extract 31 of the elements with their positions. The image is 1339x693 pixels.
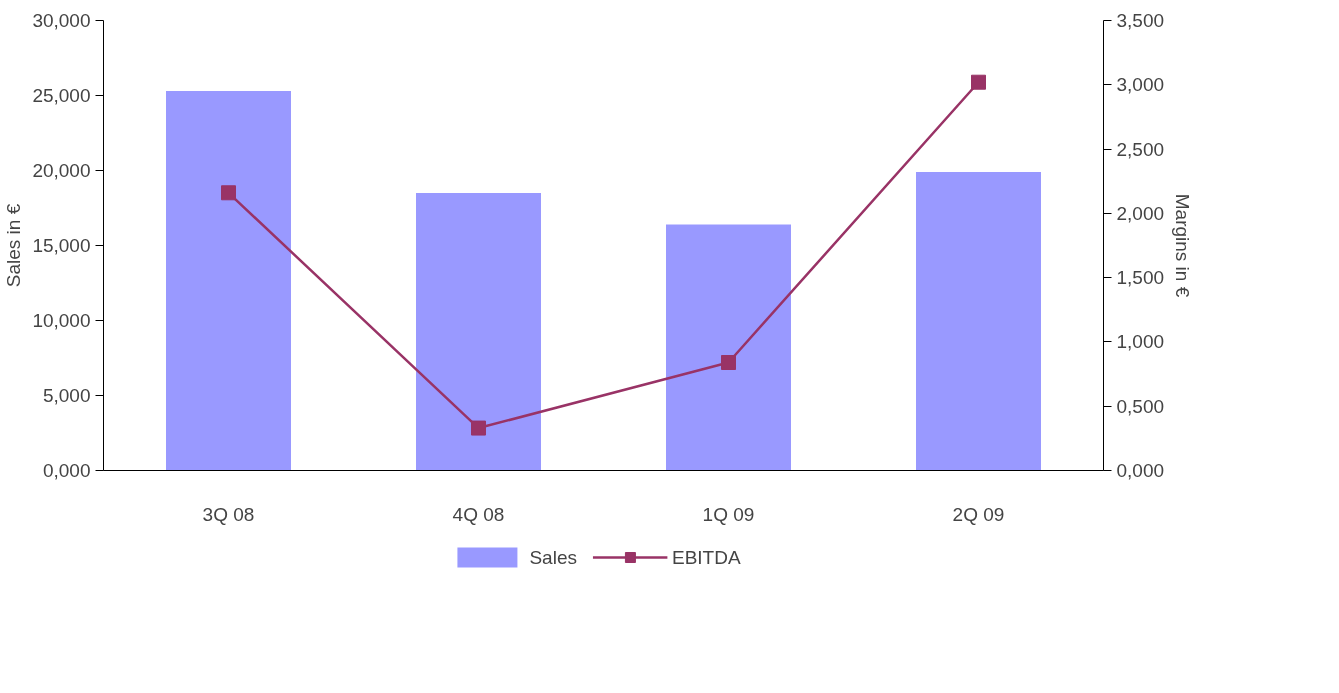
bar bbox=[666, 224, 791, 471]
point bbox=[971, 74, 986, 90]
y-tick-label: 20,000 bbox=[32, 160, 91, 181]
legend-label: EBITDA bbox=[671, 546, 741, 568]
y2-tick-label: 0,500 bbox=[1116, 395, 1165, 417]
y2-tick-label: 3,500 bbox=[1116, 10, 1165, 31]
y-axis-title: Sales in € bbox=[3, 203, 25, 288]
x-tick-label: 3Q 08 bbox=[202, 503, 255, 525]
y2-tick-label: 3,000 bbox=[1116, 74, 1165, 96]
legend-label: Sales bbox=[529, 546, 577, 568]
bar bbox=[916, 172, 1041, 471]
y-tick-label: 25,000 bbox=[32, 85, 91, 106]
y2-axis-title: Margins in € bbox=[1172, 193, 1194, 298]
x-tick-label: 2Q 09 bbox=[952, 503, 1005, 525]
point bbox=[221, 185, 236, 201]
y2-tick-label: 1,500 bbox=[1116, 267, 1165, 289]
y-tick-label: 0,000 bbox=[42, 460, 91, 481]
y-tick-label: 10,000 bbox=[32, 310, 91, 331]
bar bbox=[166, 91, 291, 471]
y-tick-label: 30,000 bbox=[32, 10, 91, 31]
y2-tick-label: 2,000 bbox=[1116, 202, 1165, 224]
point bbox=[721, 355, 736, 370]
y2-tick-label: 2,500 bbox=[1116, 138, 1165, 160]
point bbox=[471, 420, 486, 436]
y2-tick-label: 0,000 bbox=[1116, 460, 1165, 481]
y-tick-label: 5,000 bbox=[42, 385, 91, 406]
x-tick-label: 1Q 09 bbox=[702, 503, 755, 525]
y2-tick-label: 1,000 bbox=[1116, 331, 1165, 353]
bar bbox=[416, 193, 541, 471]
x-tick-label: 4Q 08 bbox=[452, 503, 505, 525]
y-tick-label: 15,000 bbox=[32, 235, 91, 256]
